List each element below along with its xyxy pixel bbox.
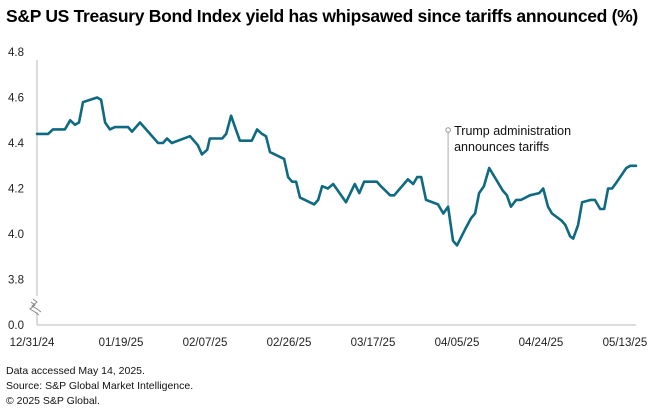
y-tick-label: 3.8 (8, 275, 24, 287)
footer-data-accessed: Data accessed May 14, 2025. (6, 365, 145, 377)
x-tick-label: 05/13/25 (603, 337, 648, 349)
footer-source: Source: S&P Global Market Intelligence. (6, 380, 194, 392)
chart-footer: Data accessed May 14, 2025. Source: S&P … (6, 364, 193, 409)
x-axis: 12/31/24 01/19/25 02/07/25 02/26/25 03/17/25… (10, 324, 648, 349)
series-line-yield (35, 96, 638, 247)
annotation-text-line1: Trump administration (454, 124, 571, 138)
annotation: Trump administration announces tariffs (445, 124, 571, 207)
x-tick-label: 03/17/25 (351, 337, 396, 349)
x-tick-label: 12/31/24 (10, 337, 55, 349)
y-tick-label: 4.0 (8, 229, 24, 241)
footer-copyright: © 2025 S&P Global. (6, 395, 100, 407)
annotation-marker-icon (445, 127, 451, 133)
x-tick-label: 01/19/25 (99, 337, 144, 349)
chart-title: S&P US Treasury Bond Index yield has whi… (6, 6, 638, 26)
y-tick-label: 4.4 (8, 138, 25, 150)
series-layer (35, 96, 638, 247)
axis-break-icon (31, 298, 42, 313)
x-tick-label: 04/05/25 (435, 337, 480, 349)
y-tick-label: 4.8 (8, 47, 24, 59)
y-tick-label: 0.0 (8, 320, 24, 332)
x-tick-label: 04/24/25 (519, 337, 564, 349)
y-tick-label: 4.6 (8, 93, 24, 105)
x-tick-label: 02/26/25 (267, 337, 312, 349)
annotation-text-line2: announces tariffs (454, 140, 549, 154)
y-axis: 4.8 4.6 4.4 4.2 4.0 3.8 0.0 (8, 47, 42, 332)
x-tick-label: 02/07/25 (183, 337, 228, 349)
axis-break-icon-2 (29, 301, 40, 316)
y-tick-label: 4.2 (8, 184, 24, 196)
